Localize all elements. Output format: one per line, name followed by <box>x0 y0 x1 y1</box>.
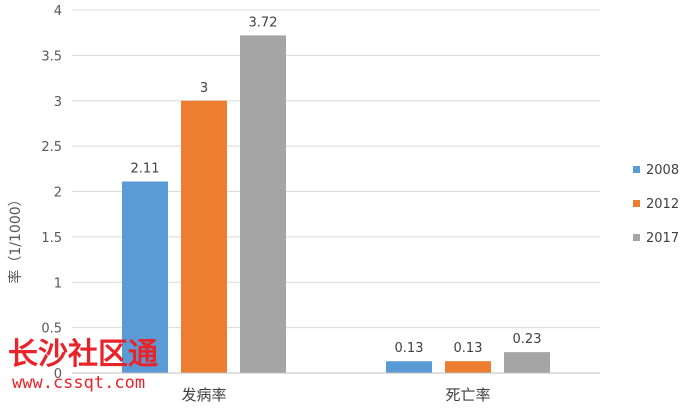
y-tick-label: 4 <box>54 4 62 19</box>
watermark-text: 长沙社区通 <box>8 337 158 372</box>
legend: 2008 2012 2017 <box>633 163 679 246</box>
legend-swatch <box>633 200 640 207</box>
y-tick-label: 1 <box>54 276 62 291</box>
y-tick-label: 2.5 <box>41 140 62 155</box>
category-label: 死亡率 <box>445 386 490 404</box>
data-label: 0.13 <box>395 341 424 356</box>
data-label: 3 <box>200 81 208 96</box>
y-tick-label: 2 <box>54 186 62 201</box>
watermark-url: www.cssqt.com <box>12 373 145 393</box>
legend-label: 2017 <box>646 231 679 246</box>
bar <box>122 181 168 373</box>
category-label: 发病率 <box>181 386 226 404</box>
data-label: 0.23 <box>513 332 542 347</box>
legend-swatch <box>633 234 640 241</box>
y-tick-label: 1.5 <box>41 231 62 246</box>
y-tick-label: 3.5 <box>41 49 62 64</box>
y-axis-ticks: 0 0.5 1 1.5 2 2.5 3 3.5 4 <box>41 4 62 382</box>
legend-label: 2008 <box>646 163 679 178</box>
category-labels: 发病率 死亡率 <box>181 386 490 404</box>
data-labels: 2.11 3 3.72 0.13 0.13 0.23 <box>131 15 542 356</box>
bar <box>504 352 550 373</box>
bars <box>122 35 550 373</box>
y-tick-label: 3 <box>54 95 62 110</box>
data-label: 3.72 <box>249 15 278 30</box>
legend-swatch <box>633 166 640 173</box>
bar <box>240 35 286 373</box>
bar <box>386 361 432 373</box>
legend-label: 2012 <box>646 197 679 212</box>
y-tick-label: 0.5 <box>41 322 62 337</box>
y-tick-label: 0 <box>54 367 62 382</box>
data-label: 2.11 <box>131 162 160 177</box>
y-axis-label: 率（1/1000） <box>7 192 24 283</box>
watermark: 长沙社区通 www.cssqt.com <box>8 337 158 393</box>
data-label: 0.13 <box>454 341 483 356</box>
bar <box>445 361 491 373</box>
bar <box>181 100 227 373</box>
